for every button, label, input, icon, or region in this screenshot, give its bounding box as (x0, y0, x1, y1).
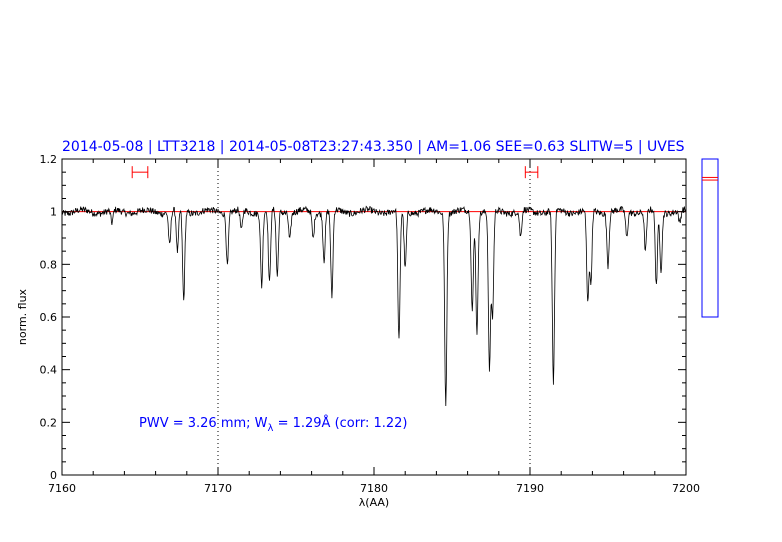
y-tick-label-4: 0.8 (40, 258, 58, 271)
spectrum-trace (61, 205, 687, 407)
y-tick-label-5: 1 (50, 206, 57, 219)
x-tick-label-2: 7180 (360, 482, 388, 495)
spectrum-path (61, 205, 687, 407)
header-sep-4: | (633, 139, 647, 155)
w-value: = 1.29Å (corr: 1.22) (273, 415, 407, 431)
y-tick-label-0: 0 (50, 469, 57, 482)
axis-tick-labels: 7160 7170 7180 7190 7200 0 0.2 0.4 0.6 0.8 1 1.2 (40, 153, 701, 495)
pwv-annotation: PWV = 3.26 mm; Wλ = 1.29Å (corr: 1.22) (139, 415, 408, 434)
header-sep-3: | (413, 139, 427, 155)
header-date: 2014-05-08 (62, 139, 143, 155)
x-tick-label-0: 7160 (48, 482, 76, 495)
y-axis-label: norm. flux (16, 288, 29, 345)
side-panel-box (701, 158, 719, 318)
header-instrument: UVES (647, 139, 685, 155)
y-tick-label-3: 0.6 (40, 311, 58, 324)
side-panel-marks (702, 176, 718, 181)
header-timestamp: 2014-05-08T23:27:43.350 (229, 139, 413, 155)
header-sep-1: | (143, 139, 157, 155)
x-tick-label-1: 7170 (204, 482, 232, 495)
header-target: LTT3218 (157, 139, 215, 155)
y-tick-label-6: 1.2 (40, 153, 58, 166)
x-tick-label-4: 7200 (672, 482, 700, 495)
axis-ticks (61, 158, 687, 476)
y-tick-label-2: 0.4 (40, 364, 58, 377)
header-text: 2014-05-08 | LTT3218 | 2014-05-08T23:27:… (62, 139, 685, 155)
header-sep-2: | (215, 139, 229, 155)
x-tick-label-3: 7190 (516, 482, 544, 495)
y-tick-label-1: 0.2 (40, 416, 58, 429)
w-subscript: λ (268, 423, 274, 434)
continuum-range-markers (131, 166, 539, 179)
header-conditions: AM=1.06 SEE=0.63 SLITW=5 (427, 139, 634, 155)
pwv-label: PWV = 3.26 mm; W (139, 416, 268, 431)
x-axis-label: λ(AA) (359, 496, 389, 509)
